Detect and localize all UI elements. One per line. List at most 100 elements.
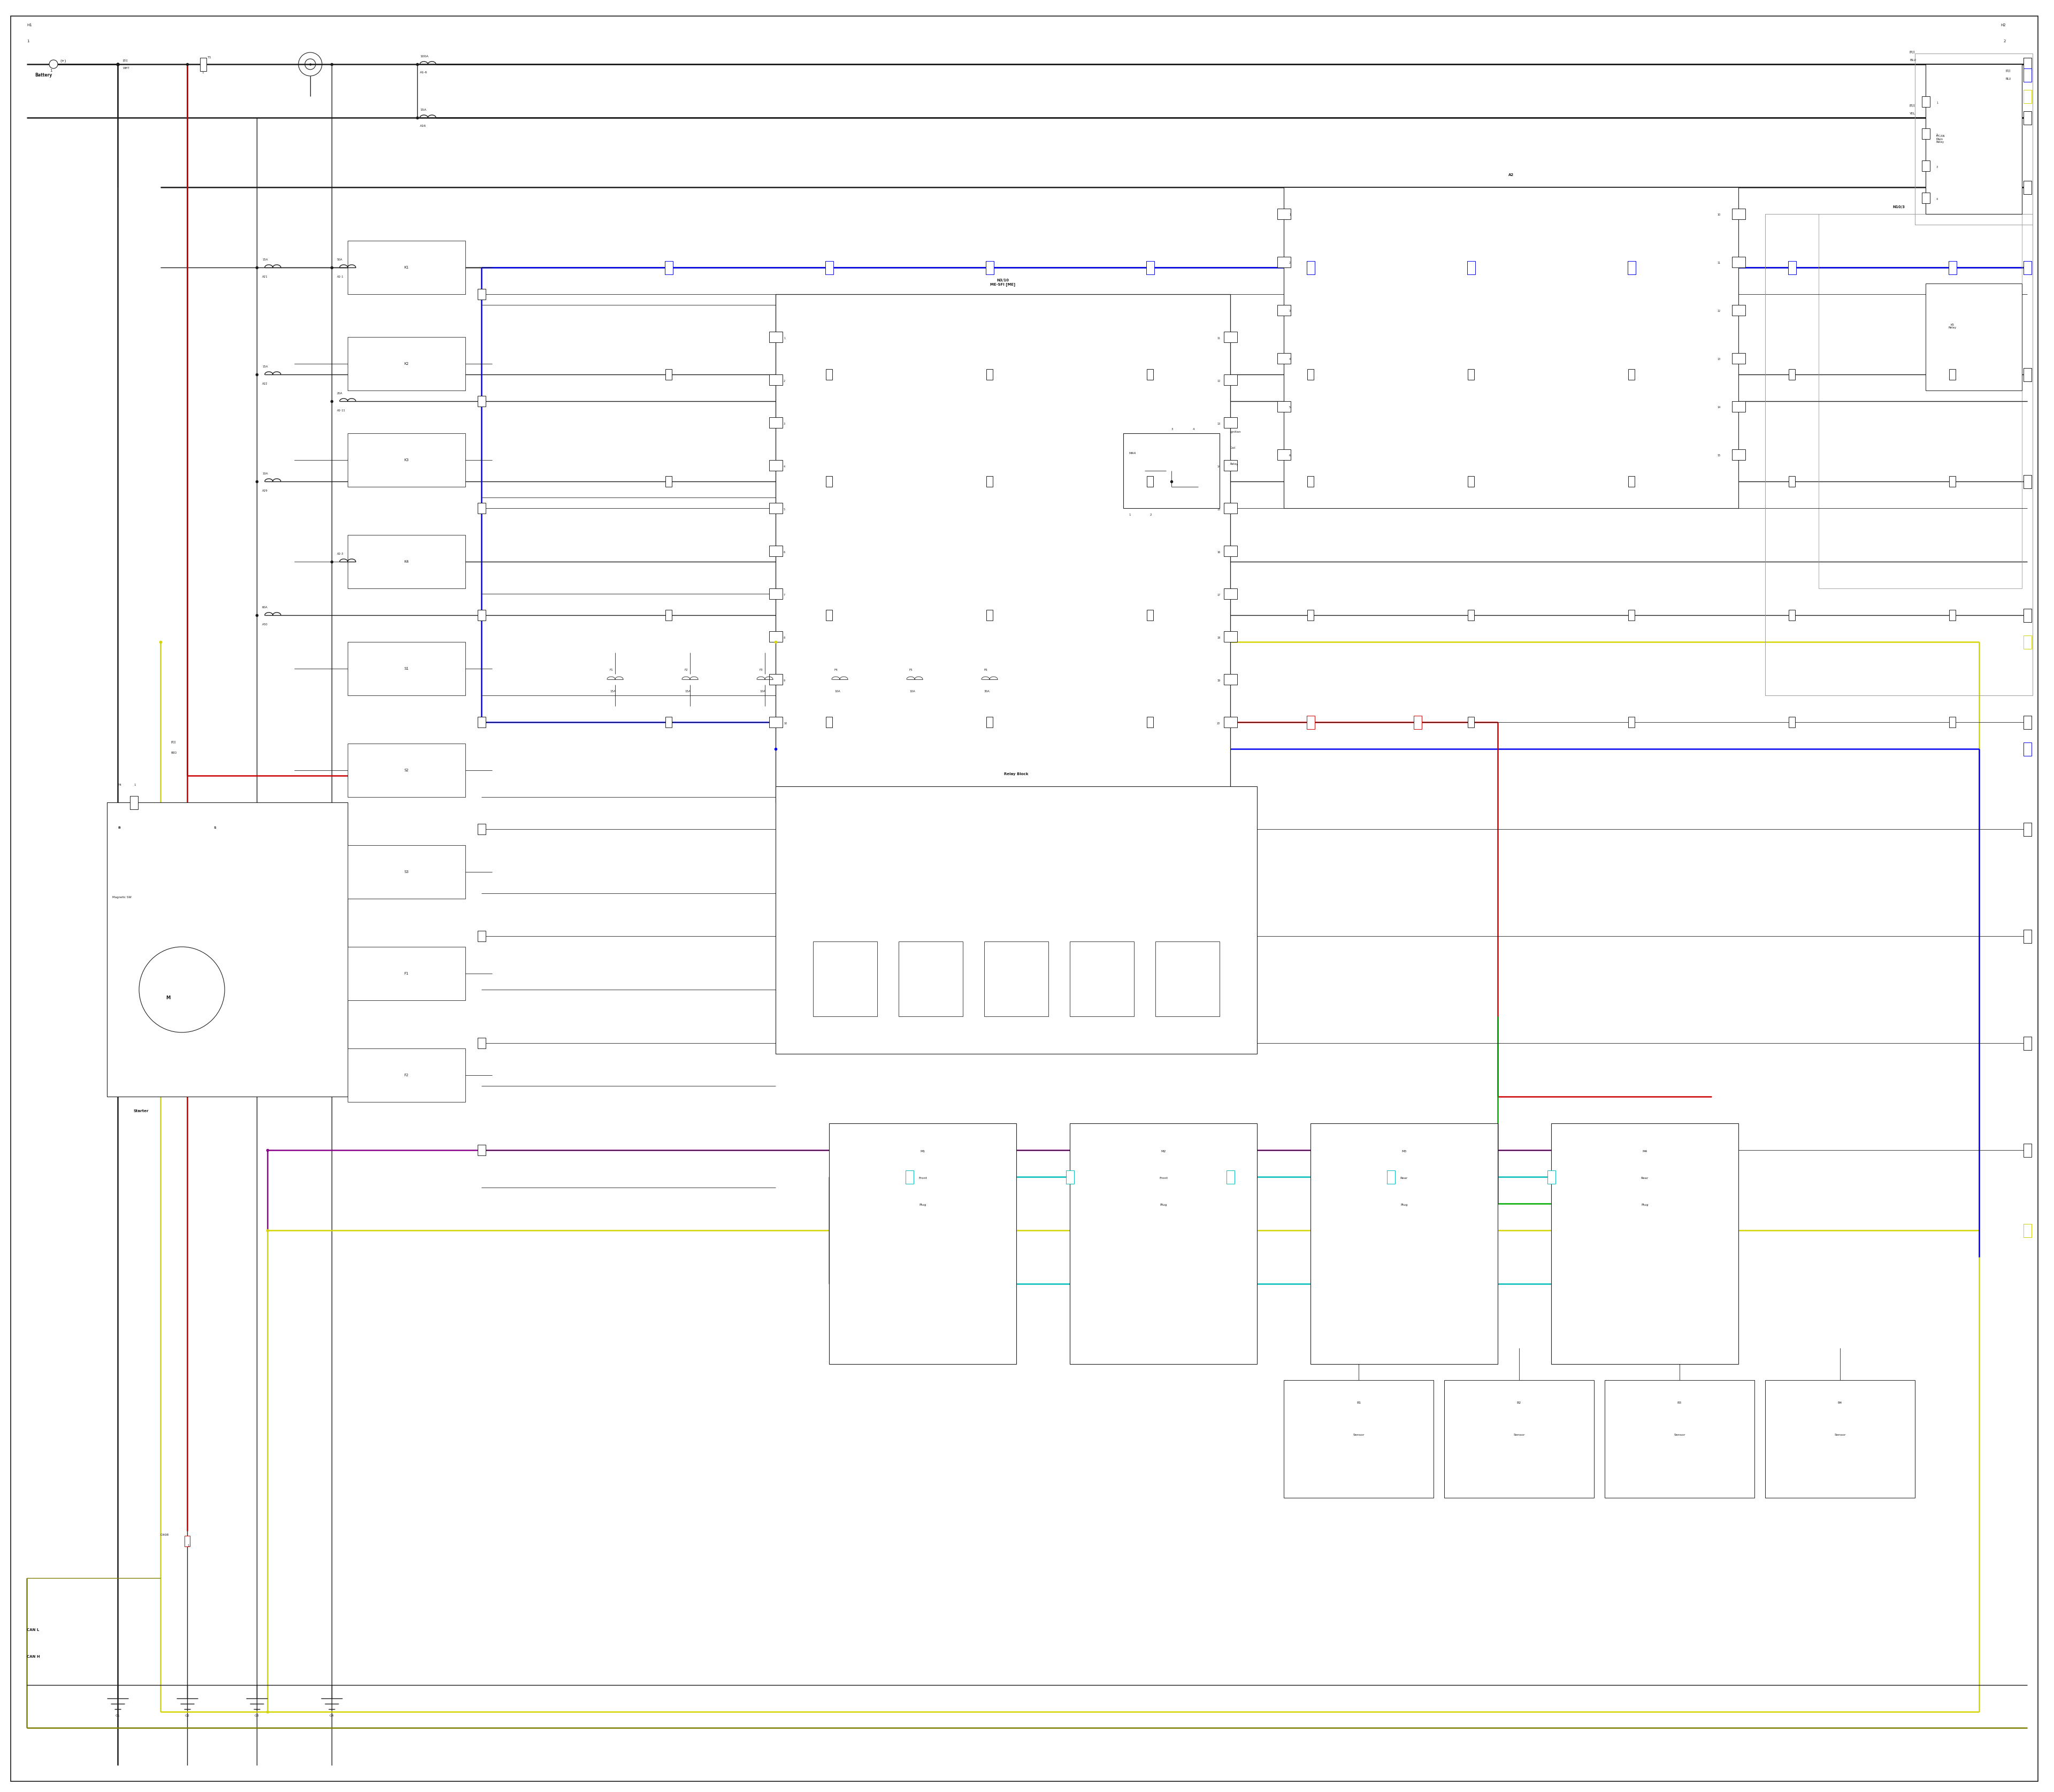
Bar	[1224, 545, 1237, 556]
Bar	[826, 262, 834, 274]
Bar	[1224, 461, 1237, 471]
Bar	[2023, 1143, 2031, 1158]
Text: B3: B3	[1678, 1401, 1682, 1405]
Text: 11: 11	[1216, 337, 1220, 340]
Bar	[347, 240, 466, 294]
Bar	[2023, 111, 2031, 124]
Text: 10: 10	[1717, 213, 1721, 217]
Text: 14: 14	[1216, 466, 1220, 468]
Bar	[1469, 477, 1475, 487]
Bar	[477, 717, 485, 728]
Bar	[1278, 305, 1290, 315]
Bar	[1469, 262, 1475, 272]
Bar	[1146, 717, 1152, 728]
Bar	[2023, 262, 2031, 274]
Bar	[1818, 213, 2021, 588]
Bar	[1224, 588, 1237, 599]
Bar	[1070, 1124, 1257, 1364]
Bar	[2023, 823, 2031, 835]
Bar	[1154, 941, 1220, 1016]
Text: Magnetic SW: Magnetic SW	[113, 896, 131, 898]
Text: F1: F1	[405, 971, 409, 975]
Text: [EJ]: [EJ]	[170, 740, 177, 744]
Bar	[1306, 717, 1315, 728]
Bar	[665, 477, 672, 487]
Bar	[477, 609, 485, 620]
Text: CAN L: CAN L	[27, 1629, 39, 1631]
Text: 50A: 50A	[337, 258, 343, 262]
Bar	[1224, 375, 1237, 385]
Bar	[768, 674, 783, 685]
Bar	[1278, 208, 1290, 219]
Text: Plug: Plug	[1161, 1204, 1167, 1206]
Bar	[768, 545, 783, 556]
Bar	[1146, 262, 1152, 272]
Bar	[1732, 256, 1746, 267]
Bar	[2023, 262, 2031, 274]
Text: G4: G4	[329, 1715, 335, 1717]
Text: S2: S2	[405, 769, 409, 772]
Text: 30A: 30A	[984, 690, 990, 694]
Bar	[986, 369, 992, 380]
Bar	[1278, 450, 1290, 461]
Bar	[986, 477, 992, 487]
Bar	[1949, 369, 1955, 380]
Bar	[1764, 1380, 1914, 1498]
Bar	[2023, 823, 2031, 835]
Bar	[1949, 262, 1955, 274]
Bar	[477, 504, 485, 514]
Text: (+): (+)	[60, 59, 66, 63]
Text: A2: A2	[1508, 174, 1514, 177]
Text: F5: F5	[910, 668, 912, 672]
Text: Plug: Plug	[918, 1204, 926, 1206]
Bar	[2023, 111, 2031, 124]
Text: S1: S1	[405, 667, 409, 670]
Bar	[347, 434, 466, 487]
Bar	[1629, 477, 1635, 487]
Bar	[768, 375, 783, 385]
Bar	[768, 418, 783, 428]
Bar	[1444, 1380, 1594, 1498]
Bar	[1278, 401, 1290, 412]
Bar	[2023, 609, 2031, 622]
Text: F6: F6	[984, 668, 988, 672]
Text: A22: A22	[263, 382, 267, 385]
Bar	[1914, 54, 2033, 224]
Bar	[347, 1048, 466, 1102]
Bar	[1146, 369, 1152, 380]
Bar	[477, 289, 485, 299]
Text: N3/10
ME-SFI [ME]: N3/10 ME-SFI [ME]	[990, 280, 1015, 287]
Bar	[185, 1536, 189, 1546]
Text: 20: 20	[1216, 722, 1220, 724]
Bar	[906, 1170, 914, 1183]
Text: A2-1: A2-1	[337, 276, 343, 278]
Bar	[2023, 930, 2031, 943]
Text: 12: 12	[1216, 380, 1220, 382]
Text: K4: K4	[405, 561, 409, 563]
Bar	[2023, 634, 2031, 649]
Bar	[1224, 332, 1237, 342]
Text: 17: 17	[1216, 593, 1220, 597]
Text: 2: 2	[2003, 39, 2007, 43]
Bar	[1469, 609, 1475, 620]
Text: 10A: 10A	[263, 473, 267, 475]
Bar	[477, 930, 485, 941]
Bar	[2023, 609, 2031, 622]
Text: M: M	[166, 996, 170, 1000]
Bar	[1949, 609, 1955, 620]
Bar	[1070, 941, 1134, 1016]
Text: Relay Block: Relay Block	[1004, 772, 1029, 776]
Text: RED: RED	[170, 751, 177, 754]
Bar	[1789, 262, 1795, 272]
Bar	[2023, 715, 2031, 729]
Text: C408: C408	[160, 1534, 168, 1536]
Bar	[1278, 353, 1290, 364]
Bar	[1224, 504, 1237, 514]
Bar	[2023, 57, 2031, 72]
Text: 15A: 15A	[684, 690, 690, 694]
Text: B4: B4	[1838, 1401, 1842, 1405]
Text: M2: M2	[1161, 1150, 1167, 1152]
Bar	[2023, 57, 2031, 72]
Bar	[1629, 609, 1635, 620]
Bar	[1789, 717, 1795, 728]
